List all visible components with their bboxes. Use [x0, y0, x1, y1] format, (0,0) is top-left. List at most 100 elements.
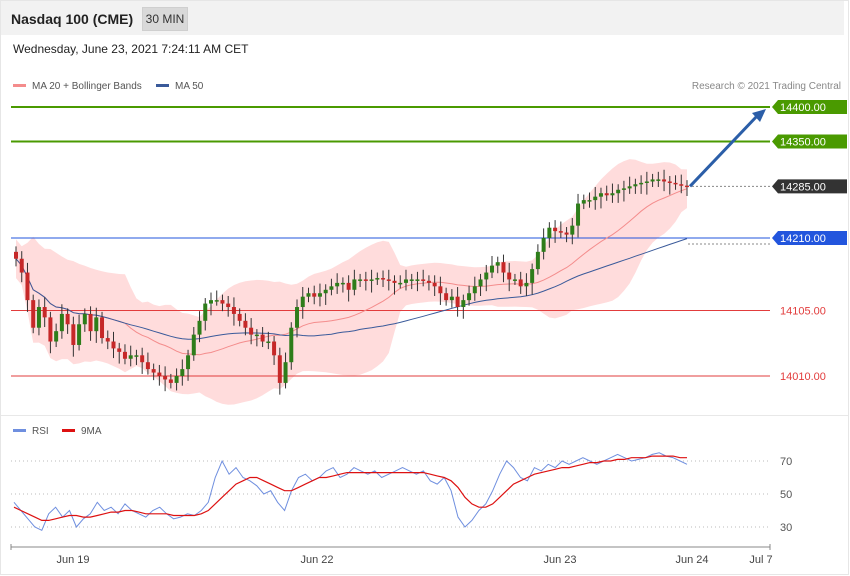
chart-header: Nasdaq 100 (CME) 30 MIN	[1, 1, 844, 35]
candle-body	[151, 369, 156, 373]
candle-body	[249, 327, 254, 335]
candle-body	[673, 182, 678, 185]
rsi-tick-label: 70	[780, 456, 792, 468]
candle-body	[111, 341, 116, 349]
candle-body	[449, 296, 454, 301]
candle-body	[467, 293, 472, 301]
candle-body	[685, 185, 689, 188]
timeframe-badge[interactable]: 30 MIN	[142, 7, 188, 31]
candle-body	[461, 300, 466, 308]
candle-body	[558, 231, 563, 233]
candle-body	[48, 317, 53, 342]
candle-body	[369, 279, 374, 281]
candle-body	[478, 279, 483, 287]
candle-body	[231, 307, 236, 314]
candle-body	[122, 351, 127, 359]
x-tick-label: Jun 24	[675, 554, 708, 566]
candle-body	[662, 179, 667, 182]
candle-body	[59, 313, 64, 332]
legend-ma20: MA 20 + Bollinger Bands	[13, 81, 142, 92]
candle-body	[403, 279, 408, 283]
rsi-label: RSI	[32, 426, 49, 437]
candle-body	[300, 296, 305, 308]
candle-body	[444, 293, 449, 301]
legend-rsi-ma: 9MA	[62, 426, 102, 437]
candle-body	[214, 300, 219, 302]
candle-body	[570, 225, 575, 235]
candle-body	[65, 313, 70, 325]
candle-body	[117, 348, 122, 352]
candle-body	[105, 338, 110, 342]
projection-arrow	[688, 113, 760, 188]
candle-body	[157, 372, 162, 376]
rsi-ma-swatch	[62, 428, 75, 432]
rsi-swatch	[13, 428, 26, 432]
x-tick-label: Jun 23	[543, 554, 576, 566]
level-label-box	[772, 134, 847, 149]
ma20-line	[15, 188, 688, 356]
candle-body	[421, 279, 426, 281]
candle-body	[644, 181, 649, 183]
candle-body	[639, 182, 644, 185]
candle-body	[432, 282, 437, 287]
level-label: 14285.00	[780, 181, 826, 193]
candle-body	[94, 317, 99, 332]
candle-body	[329, 286, 334, 290]
candle-body	[501, 262, 506, 273]
candle-body	[415, 279, 420, 281]
candle-body	[197, 320, 202, 335]
candle-body	[168, 379, 173, 383]
candle-body	[36, 307, 41, 328]
x-tick-label: Jul 7	[749, 554, 772, 566]
candle-body	[25, 272, 30, 301]
x-tick-label: Jun 19	[56, 554, 89, 566]
candle-body	[42, 307, 47, 318]
rsi-tick-label: 30	[780, 522, 792, 534]
candle-body	[576, 203, 581, 226]
legend-ma50: MA 50	[156, 81, 203, 92]
ma20-swatch	[13, 83, 26, 87]
rsi-tick-label: 50	[780, 489, 792, 501]
candle-body	[272, 341, 277, 356]
candle-body	[266, 341, 271, 344]
candle-body	[598, 193, 603, 197]
candle-body	[140, 355, 145, 363]
candle-body	[547, 227, 552, 239]
candle-body	[14, 251, 18, 259]
candle-body	[180, 369, 185, 376]
candle-body	[656, 179, 661, 181]
level-label: 14210.00	[780, 233, 826, 245]
candle-body	[220, 300, 225, 304]
candle-body	[352, 279, 357, 290]
candle-body	[134, 355, 139, 357]
candle-body	[358, 279, 363, 281]
candle-body	[490, 265, 495, 273]
candle-body	[484, 272, 489, 280]
candle-body	[530, 269, 535, 283]
candle-body	[323, 289, 328, 294]
candle-body	[191, 334, 196, 356]
candle-body	[518, 279, 523, 287]
candle-body	[306, 293, 311, 297]
candle-body	[317, 293, 322, 297]
candle-body	[88, 313, 93, 332]
ma50-label: MA 50	[175, 81, 204, 92]
candle-body	[375, 278, 380, 280]
candle-body	[507, 272, 512, 280]
legend-rsi: RSI	[13, 426, 49, 437]
candle-body	[254, 334, 259, 337]
candle-body	[627, 186, 632, 189]
candle-body	[54, 331, 59, 342]
candle-body	[277, 355, 282, 383]
candle-body	[145, 362, 150, 370]
candle-body	[581, 200, 586, 204]
candle-body	[260, 334, 265, 342]
ma50-line	[15, 238, 688, 340]
projection-arrow-head	[752, 109, 766, 122]
candle-body	[426, 280, 431, 283]
candle-body	[100, 317, 105, 339]
level-label: 14350.00	[780, 136, 826, 148]
ma20-label: MA 20 + Bollinger Bands	[32, 81, 142, 92]
level-label: 14010.00	[780, 371, 826, 383]
